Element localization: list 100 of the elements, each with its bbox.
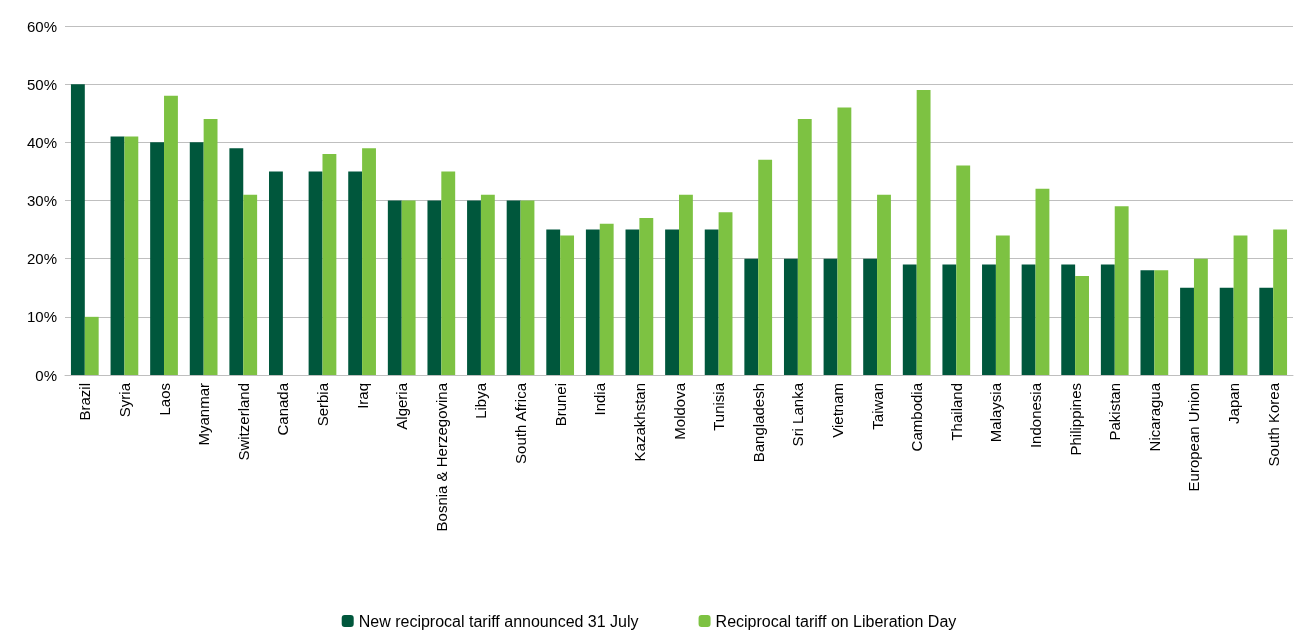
bar (520, 200, 535, 375)
y-tick-label: 10% (26, 308, 57, 326)
bar (1180, 287, 1194, 375)
x-tick-label: Thailand (947, 383, 965, 441)
bar (823, 258, 838, 375)
x-tick-label: European Union (1185, 383, 1203, 492)
x-tick-label: Switzerland (234, 383, 252, 461)
bar (797, 119, 812, 375)
bar (837, 107, 852, 375)
bar (70, 84, 85, 375)
bar (665, 229, 679, 375)
bar (560, 235, 575, 375)
bar (758, 159, 773, 375)
bar (387, 200, 402, 375)
bar (189, 142, 204, 375)
x-tick-label: Nicaragua (1145, 382, 1163, 452)
y-tick-label: 50% (26, 75, 57, 93)
bar (1233, 235, 1248, 375)
bar (401, 200, 416, 375)
bar (467, 200, 481, 375)
x-tick-label: Bosnia & Herzegovina (432, 382, 450, 532)
bar (599, 223, 614, 375)
bar (916, 89, 931, 375)
x-tick-label: Sri Lanka (789, 382, 807, 447)
bar (229, 148, 244, 375)
bar (1154, 270, 1169, 375)
bar (625, 229, 640, 375)
bar (546, 229, 561, 375)
bar (1219, 287, 1234, 375)
bar (322, 153, 337, 375)
legend-label: Reciprocal tariff on Liberation Day (715, 612, 957, 630)
x-tick-label: Japan (1225, 383, 1243, 424)
x-tick-label: Cambodia (908, 382, 926, 452)
x-tick-label: Canada (274, 382, 292, 436)
bar (1035, 188, 1050, 375)
x-tick-label: Brunei (551, 383, 569, 427)
x-tick-label: Iraq (353, 383, 371, 409)
bar (704, 229, 719, 375)
x-tick-label: Vietnam (828, 383, 846, 438)
bar (1021, 264, 1036, 375)
bar (1140, 270, 1155, 375)
bar (124, 136, 139, 375)
x-tick-label: South Korea (1264, 382, 1282, 467)
bar (1193, 258, 1208, 375)
bar (308, 171, 323, 375)
bar (1061, 264, 1076, 375)
x-tick-label: Laos (155, 383, 173, 416)
bar (150, 142, 165, 375)
x-tick-label: Pakistan (1106, 383, 1124, 441)
bar (995, 235, 1010, 375)
bar (506, 200, 521, 375)
y-tick-label: 30% (26, 192, 57, 209)
x-tick-label: Philippines (1066, 383, 1084, 456)
bar (1114, 206, 1129, 375)
bar (1273, 229, 1288, 375)
bar (877, 194, 891, 375)
bar (348, 171, 363, 375)
y-tick-label: 60% (26, 17, 57, 35)
x-tick-label: Kazakhstan (630, 383, 648, 462)
x-tick-label: Bangladesh (749, 383, 767, 463)
bar (679, 194, 693, 375)
x-tick-label: Algeria (393, 382, 411, 430)
bar (718, 212, 733, 375)
x-tick-label: Indonesia (1027, 382, 1045, 449)
x-tick-label: India (591, 382, 609, 416)
x-tick-label: Taiwan (868, 383, 886, 430)
x-tick-label: Syria (115, 382, 133, 418)
x-tick-label: Moldova (670, 382, 688, 440)
bar (269, 171, 283, 375)
bar (902, 264, 917, 375)
x-tick-label: Tunisia (710, 382, 728, 431)
y-tick-label: 0% (35, 366, 57, 384)
bar (243, 194, 258, 375)
y-tick-label: 20% (26, 250, 57, 268)
y-tick-label: 40% (26, 133, 57, 151)
bar (744, 258, 759, 375)
bar (1259, 287, 1274, 375)
bar (863, 258, 878, 375)
bar (110, 136, 125, 375)
bar (1075, 276, 1089, 375)
bar (203, 119, 218, 375)
x-tick-label: Malaysia (987, 382, 1005, 443)
x-tick-label: Brazil (76, 383, 94, 421)
x-tick-label: South Africa (512, 382, 530, 464)
bar (362, 148, 376, 375)
bar (982, 264, 996, 375)
x-tick-label: Myanmar (195, 383, 213, 446)
bar (639, 217, 654, 375)
bar (956, 165, 971, 375)
bar (427, 200, 442, 375)
bar (1100, 264, 1115, 375)
bar (480, 194, 495, 375)
bar (783, 258, 798, 375)
bar (164, 95, 178, 375)
bar (441, 171, 456, 375)
bar (942, 264, 957, 375)
x-tick-label: Serbia (313, 382, 331, 427)
bar (585, 229, 600, 375)
bar (84, 316, 99, 375)
legend-label: New reciprocal tariff announced 31 July (358, 612, 639, 630)
